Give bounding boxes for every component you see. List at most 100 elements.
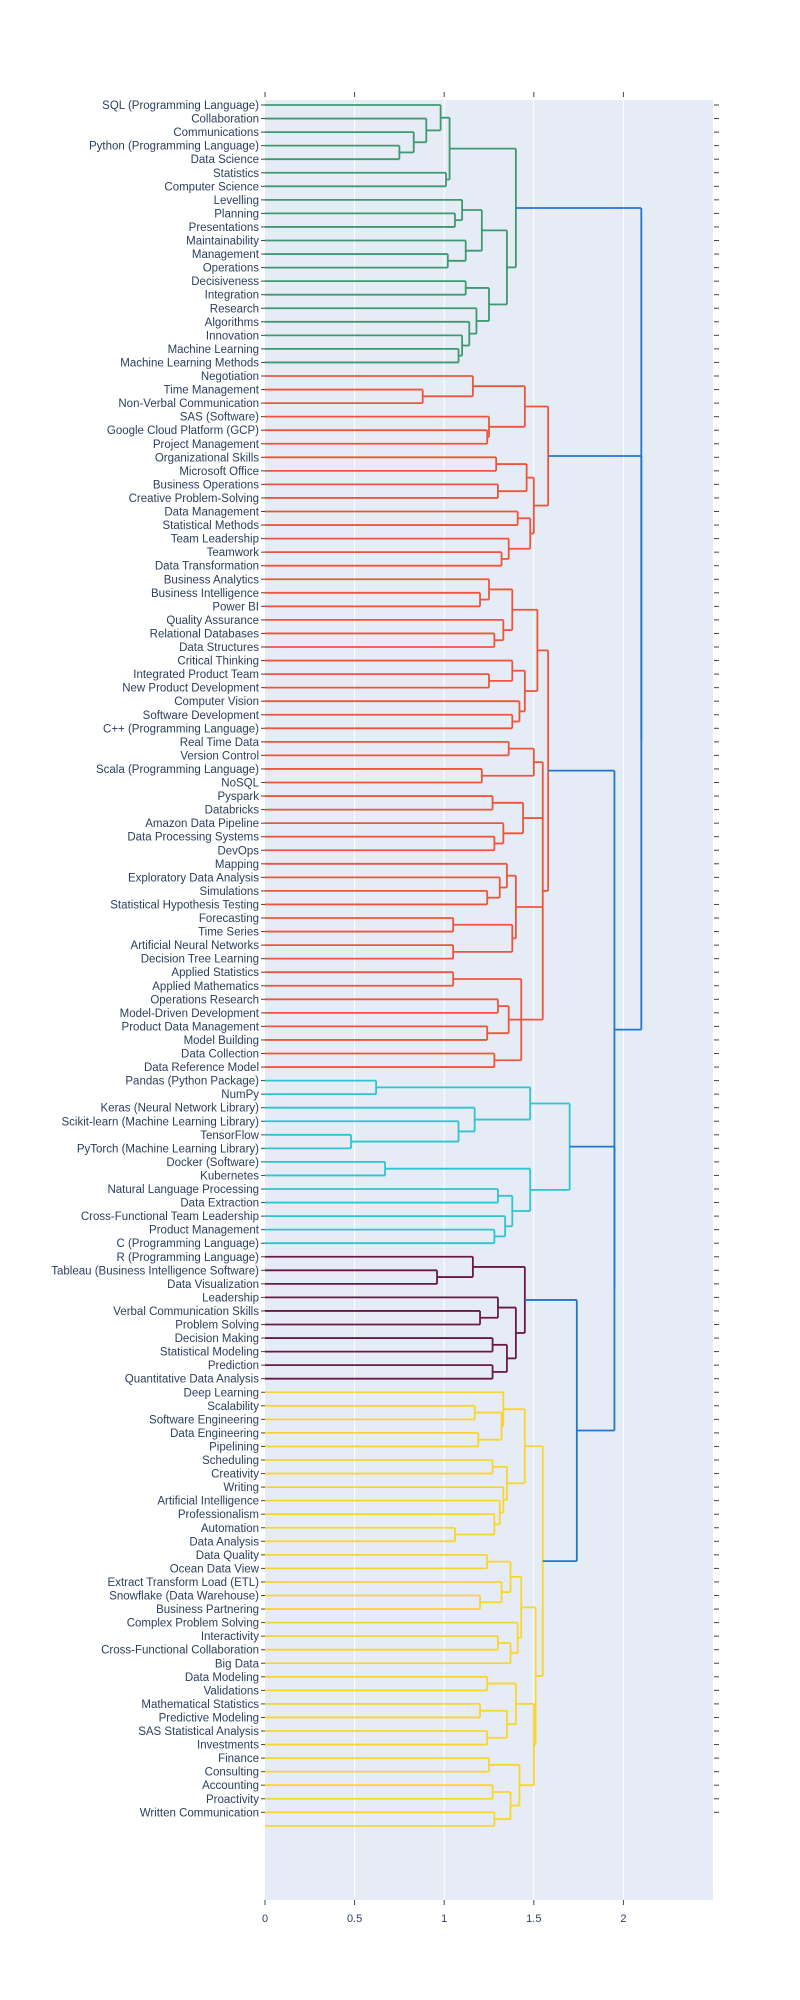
leaf-label: Pipelining	[209, 1441, 259, 1453]
leaf-label: Microsoft Office	[179, 466, 259, 478]
leaf-label: Presentations	[189, 222, 260, 234]
leaf-label: Operations Research	[150, 994, 259, 1006]
leaf-label: Decisiveness	[191, 276, 259, 288]
leaf-label: Statistical Methods	[162, 520, 259, 532]
leaf-label: Pyspark	[217, 791, 259, 803]
leaf-label: Statistics	[213, 168, 259, 180]
leaf-label: Scikit-learn (Machine Learning Library)	[62, 1116, 260, 1128]
leaf-label: Planning	[214, 208, 259, 220]
leaf-label: Prediction	[208, 1360, 259, 1372]
leaf-label: Teamwork	[207, 547, 260, 559]
leaf-label: Machine Learning Methods	[120, 357, 259, 369]
leaf-label: Decision Making	[175, 1333, 259, 1345]
leaf-label: Data Analysis	[189, 1536, 259, 1548]
leaf-label: C (Programming Language)	[116, 1238, 259, 1250]
leaf-label: Simulations	[200, 886, 260, 898]
leaf-label: Team Leadership	[171, 534, 259, 546]
leaf-label: Accounting	[202, 1780, 259, 1792]
leaf-label: Deep Learning	[184, 1387, 259, 1399]
leaf-label: Applied Statistics	[171, 967, 259, 979]
leaf-label: Product Data Management	[122, 1021, 260, 1033]
leaf-label: Problem Solving	[175, 1320, 259, 1332]
leaf-label: Investments	[197, 1740, 259, 1752]
leaf-label: Artificial Intelligence	[157, 1496, 259, 1508]
leaf-label: Interactivity	[201, 1631, 259, 1643]
leaf-label: Software Engineering	[149, 1414, 259, 1426]
leaf-label: Computer Science	[164, 181, 259, 193]
leaf-label: Business Intelligence	[151, 588, 259, 600]
leaf-label: Machine Learning	[168, 344, 259, 356]
x-tick-label: 0	[262, 1913, 268, 1925]
leaf-label: New Product Development	[122, 683, 260, 695]
x-axis-tick-labels: 0 0.5 1 1.5 2	[262, 1913, 627, 1925]
leaf-label: Organizational Skills	[155, 452, 259, 464]
leaf-label: Data Engineering	[170, 1428, 259, 1440]
leaf-label: Critical Thinking	[177, 656, 259, 668]
leaf-label: Software Development	[143, 710, 260, 722]
leaf-label: Docker (Software)	[166, 1157, 259, 1169]
leaf-label: Computer Vision	[174, 696, 259, 708]
leaf-label: Data Visualization	[167, 1279, 259, 1291]
leaf-label: Project Management	[153, 439, 260, 451]
leaf-label: Maintainability	[186, 236, 259, 248]
leaf-label: Verbal Communication Skills	[113, 1306, 259, 1318]
leaf-label: DevOps	[217, 845, 259, 857]
leaf-label: SAS (Software)	[180, 412, 259, 424]
leaf-label: Integration	[205, 290, 259, 302]
leaf-label: Written Communication	[140, 1807, 259, 1819]
leaf-label: Validations	[204, 1685, 260, 1697]
leaf-label: TensorFlow	[200, 1130, 259, 1142]
leaf-label: Quality Assurance	[166, 615, 259, 627]
x-tick-label: 1.5	[526, 1913, 541, 1925]
dendrogram-links	[265, 104, 643, 1827]
leaf-label: Business Analytics	[164, 574, 259, 586]
leaf-label: Product Management	[149, 1225, 260, 1237]
leaf-label: Time Series	[198, 927, 259, 939]
leaf-label: Business Partnering	[156, 1604, 259, 1616]
leaf-label: Real Time Data	[180, 737, 260, 749]
leaf-label: Data Science	[191, 154, 259, 166]
leaf-label: Mathematical Statistics	[141, 1699, 259, 1711]
leaf-label: NoSQL	[221, 778, 259, 790]
leaf-label: SAS Statistical Analysis	[138, 1726, 259, 1738]
leaf-label: C++ (Programming Language)	[103, 723, 259, 735]
leaf-label: Research	[210, 303, 259, 315]
leaf-label: Tableau (Business Intelligence Software)	[51, 1265, 259, 1277]
leaf-label: Data Reference Model	[144, 1062, 259, 1074]
leaf-label: Decision Tree Learning	[141, 954, 259, 966]
leaf-label: Finance	[218, 1753, 259, 1765]
leaf-label: Data Quality	[196, 1550, 260, 1562]
leaf-label: Applied Mathematics	[152, 981, 259, 993]
leaf-label: Ocean Data View	[170, 1563, 260, 1575]
x-tick-label: 2	[620, 1913, 626, 1925]
leaf-label: Artificial Neural Networks	[131, 940, 260, 952]
leaf-label: Big Data	[215, 1658, 260, 1670]
leaf-label: R (Programming Language)	[116, 1252, 259, 1264]
leaf-label: Model-Driven Development	[120, 1008, 260, 1020]
leaf-label: Model Building	[184, 1035, 259, 1047]
leaf-label: Pandas (Python Package)	[125, 1076, 259, 1088]
leaf-label: Innovation	[206, 330, 259, 342]
leaf-label: Statistical Hypothesis Testing	[110, 899, 259, 911]
leaf-label: Extract Transform Load (ETL)	[108, 1577, 260, 1589]
leaf-label: Predictive Modeling	[159, 1712, 259, 1724]
leaf-label: Scala (Programming Language)	[96, 764, 259, 776]
leaf-label: Business Operations	[153, 479, 259, 491]
leaf-label: Data Processing Systems	[127, 832, 259, 844]
leaf-label: Data Management	[164, 507, 259, 519]
axis-ticks	[261, 92, 719, 1905]
leaf-label: Negotiation	[201, 371, 259, 383]
leaf-label: Exploratory Data Analysis	[128, 872, 259, 884]
x-tick-label: 0.5	[347, 1913, 362, 1925]
leaf-label: Proactivity	[206, 1794, 259, 1806]
leaf-label: Statistical Modeling	[160, 1347, 259, 1359]
leaf-label: SQL (Programming Language)	[102, 100, 259, 112]
leaf-label: Creativity	[211, 1469, 259, 1481]
leaf-label: Data Extraction	[180, 1198, 259, 1210]
leaf-label: Management	[192, 249, 260, 261]
leaf-label: Levelling	[214, 195, 259, 207]
leaf-label: Google Cloud Platform (GCP)	[107, 425, 259, 437]
leaf-label: PyTorch (Machine Learning Library)	[77, 1143, 259, 1155]
leaf-label: Snowflake (Data Warehouse)	[109, 1591, 259, 1603]
